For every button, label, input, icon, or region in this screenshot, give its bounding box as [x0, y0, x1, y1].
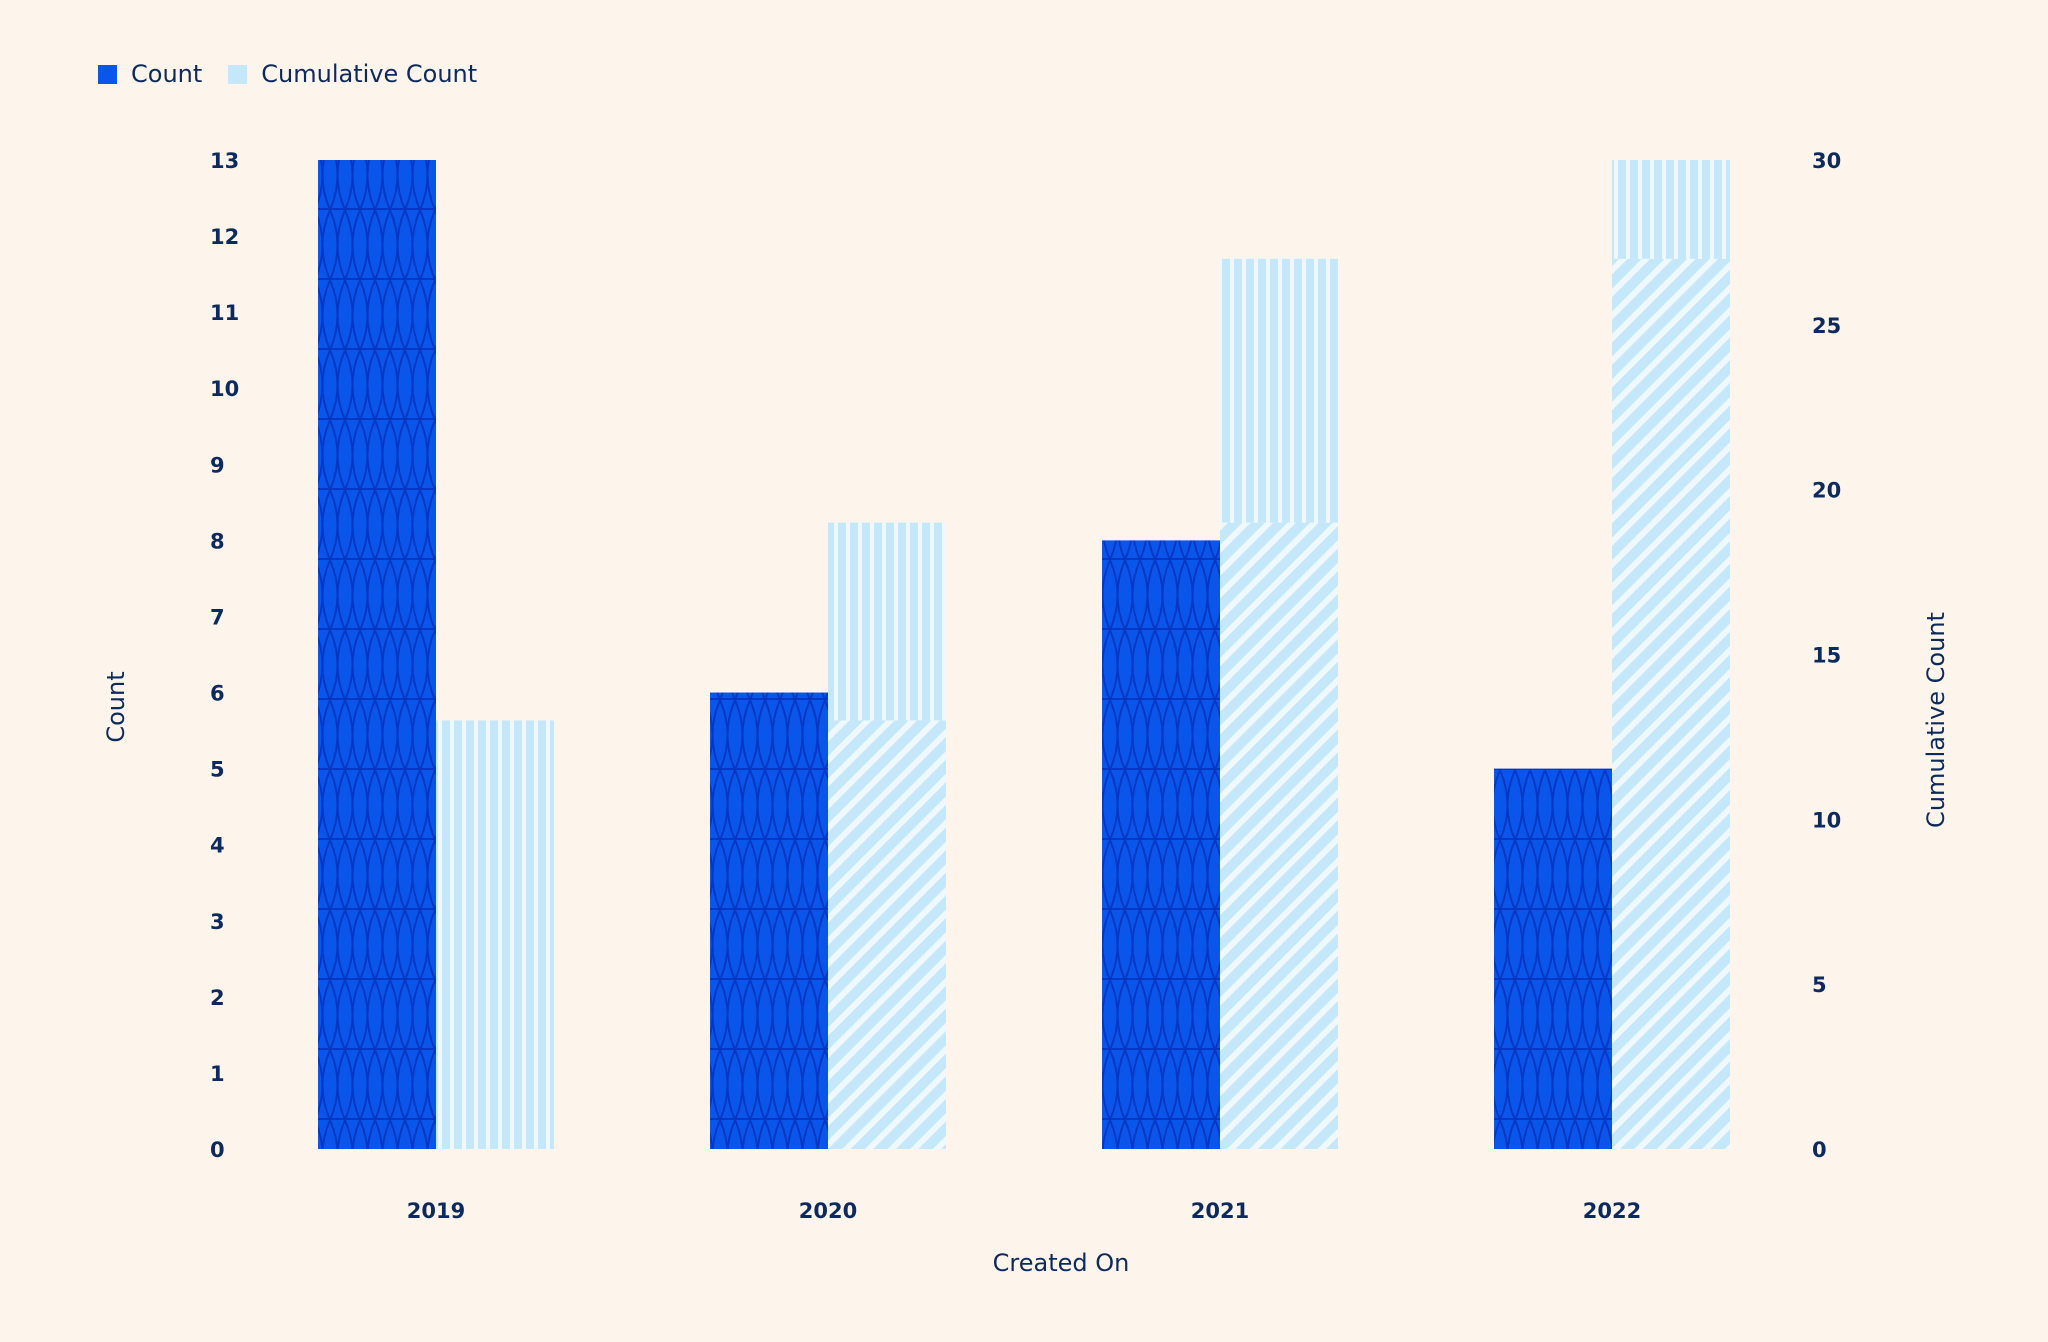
x-tick-2022: 2022 — [1583, 1199, 1641, 1223]
y-tick-left-3: 3 — [210, 910, 225, 934]
bar-cumulative-prior-2022 — [1612, 258, 1730, 1149]
bar-count-2022[interactable] — [1494, 768, 1612, 1149]
y-tick-left-13: 13 — [210, 149, 239, 173]
y-tick-left-1: 1 — [210, 1062, 225, 1086]
ticks-right: 0 5 10 15 20 25 30 — [1812, 149, 1841, 1162]
y-tick-left-12: 12 — [210, 225, 239, 249]
bars-count — [318, 160, 1612, 1149]
x-tick-2019: 2019 — [407, 1199, 465, 1223]
bar-cumulative-new-2021 — [1220, 258, 1338, 523]
y-tick-left-6: 6 — [210, 682, 225, 706]
legend: Count Cumulative Count — [98, 60, 503, 88]
y-tick-right-15: 15 — [1812, 644, 1841, 668]
legend-swatch-cumulative-count — [228, 64, 248, 84]
y-tick-left-2: 2 — [210, 986, 225, 1010]
bar-cumulative-prior-2021 — [1220, 522, 1338, 1149]
x-tick-2021: 2021 — [1191, 1199, 1249, 1223]
bar-count-2020[interactable] — [710, 692, 828, 1149]
legend-swatch-count — [98, 64, 117, 84]
bar-count-2019[interactable] — [318, 160, 436, 1149]
bar-count-2021[interactable] — [1102, 540, 1220, 1149]
y-tick-left-10: 10 — [210, 377, 239, 401]
y-tick-right-0: 0 — [1812, 1138, 1827, 1162]
ticks-x: 2019 2020 2021 2022 — [407, 1199, 1641, 1223]
bar-cumulative-2019[interactable] — [436, 720, 554, 1149]
y-tick-left-8: 8 — [210, 529, 225, 553]
legend-label-count: Count — [131, 60, 203, 88]
legend-item-count[interactable]: Count — [98, 60, 202, 88]
x-axis-title: Created On — [993, 1249, 1130, 1277]
y-tick-right-20: 20 — [1812, 479, 1841, 503]
x-tick-2020: 2020 — [799, 1199, 857, 1223]
y-tick-left-7: 7 — [210, 605, 225, 629]
legend-label-cumulative-count: Cumulative Count — [261, 60, 478, 88]
y-axis-title: Count — [102, 671, 130, 742]
bar-cumulative-new-2020 — [828, 522, 946, 721]
bar-cumulative-2020[interactable] — [828, 522, 946, 1149]
bar-cumulative-new-2022 — [1612, 160, 1730, 259]
y-tick-left-5: 5 — [210, 758, 225, 782]
y-tick-left-9: 9 — [210, 453, 225, 477]
y-tick-right-30: 30 — [1812, 149, 1841, 173]
bar-cumulative-2022[interactable] — [1612, 160, 1730, 1149]
legend-item-cumulative-count[interactable]: Cumulative Count — [228, 60, 477, 88]
bars-cumulative — [436, 160, 1730, 1149]
bar-cumulative-2021[interactable] — [1220, 258, 1338, 1149]
y-tick-left-0: 0 — [210, 1138, 225, 1162]
y-tick-left-4: 4 — [210, 834, 225, 858]
y-tick-right-10: 10 — [1812, 808, 1841, 832]
bar-cumulative-new-2019 — [436, 720, 554, 1149]
bar-cumulative-prior-2020 — [828, 720, 946, 1149]
y-axis-title-right: Cumulative Count — [1922, 612, 1950, 828]
y-tick-right-25: 25 — [1812, 314, 1841, 338]
y-tick-right-5: 5 — [1812, 973, 1827, 997]
y-tick-left-11: 11 — [210, 301, 239, 325]
